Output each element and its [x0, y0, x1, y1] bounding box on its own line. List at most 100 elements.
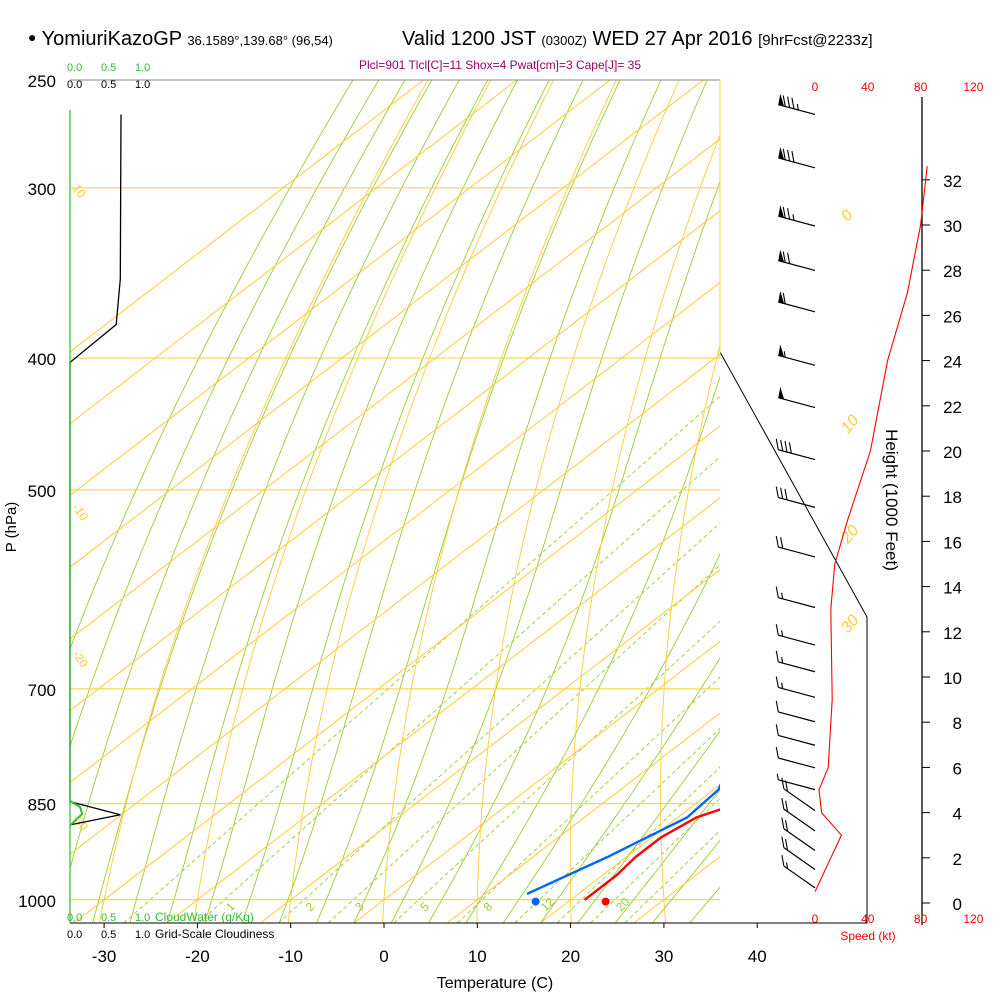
- temperature-tick-label: 40: [748, 947, 767, 966]
- isotherm: [70, 138, 720, 640]
- wind-barb: [778, 146, 816, 169]
- wind-barb: [775, 700, 816, 723]
- wind-barb-staff: [778, 449, 816, 461]
- cloud-water-profile: [69, 800, 84, 827]
- wind-barb-pennant: [778, 249, 785, 263]
- wind-barb: [781, 777, 816, 812]
- moist-adiabat: [502, 552, 720, 923]
- pressure-axis-title: P (hPa): [3, 502, 20, 553]
- station-name: YomiuriKazoGP: [41, 28, 182, 50]
- height-axis-title: Height (1000 Feet): [882, 429, 901, 571]
- wind-barb-flag: [782, 148, 786, 160]
- wind-barb-flag: [781, 777, 785, 789]
- wind-panel-boundary: [719, 351, 868, 924]
- wind-barb-flag: [775, 486, 779, 498]
- wind-barb-staff: [778, 397, 816, 409]
- mixing-ratio-label: 3: [352, 899, 367, 914]
- dry-adiabat: [994, 80, 1000, 923]
- wind-barb: [781, 797, 816, 832]
- wind-barb-half-flag: [781, 656, 784, 664]
- mixing-ratio-line: [556, 766, 720, 923]
- height-tick-label: 12: [943, 624, 962, 643]
- wind-barb-flag: [775, 746, 779, 759]
- valid-time: Valid 1200 JST: [402, 28, 536, 50]
- station-marker-icon: ●: [28, 29, 37, 45]
- mixing-ratio-label: 5: [417, 899, 432, 914]
- wind-barb-staff: [778, 779, 816, 791]
- moist-adiabat: [465, 375, 720, 923]
- speed-scale-bottom: 40: [861, 912, 875, 926]
- cloud-water-scale-top: 0.5: [101, 62, 116, 74]
- isotherm: [70, 210, 720, 712]
- wind-barb-flag: [781, 797, 785, 810]
- wind-barb-staff: [778, 215, 816, 227]
- pressure-tick-label: 700: [28, 681, 56, 700]
- height-tick-label: 20: [943, 443, 962, 462]
- wind-barb-flag: [780, 537, 784, 549]
- wind-barb-flag: [785, 800, 789, 812]
- surface-temperature-marker: [601, 897, 610, 906]
- dry-adiabat-label: 10: [70, 182, 89, 201]
- wind-barb-flag: [780, 439, 784, 451]
- wind-barb: [778, 205, 816, 227]
- wind-barb-staff: [778, 597, 816, 609]
- cloudiness-scale-top: 1.0: [135, 79, 150, 91]
- cloudiness-title: Grid-Scale Cloudiness: [155, 927, 274, 941]
- moist-adiabat: [316, 80, 621, 923]
- wind-barb-flag: [775, 438, 779, 450]
- dry-adiabat: [660, 343, 720, 923]
- dry-adiabat-label: -10: [70, 501, 92, 524]
- wind-barb-flag: [784, 488, 788, 500]
- mixing-ratio-line: [198, 456, 720, 923]
- wind-barb-flag: [775, 624, 779, 636]
- dry-adiabat-label: -20: [70, 648, 92, 671]
- moist-adiabat: [70, 80, 354, 651]
- wind-barb-staff: [783, 808, 816, 832]
- height-tick-label: 6: [953, 759, 962, 778]
- wind-barb-staff: [783, 865, 816, 889]
- wind-barb-flag: [791, 97, 795, 109]
- wind-barb: [778, 344, 816, 366]
- valid-date: WED 27 Apr 2016: [592, 28, 753, 50]
- side-panels: 0.00.00.00.00.50.50.50.51.01.01.01.00246…: [67, 62, 984, 941]
- height-tick-label: 24: [943, 353, 962, 372]
- mixing-ratio-line: [278, 522, 720, 923]
- isotherm: [820, 80, 1000, 923]
- isotherm-label: 10: [838, 412, 863, 437]
- moist-adiabat: [92, 80, 433, 923]
- wind-barb-pennant: [778, 93, 785, 107]
- moist-adiabat: [204, 80, 518, 923]
- wind-barb-half-flag: [776, 773, 779, 780]
- wind-barb-flag: [775, 535, 779, 548]
- moist-adiabat: [166, 80, 489, 923]
- dry-adiabat: [99, 80, 429, 923]
- wind-barb-flag: [781, 854, 785, 867]
- wind-barb-staff: [778, 734, 816, 746]
- height-tick-label: 30: [943, 217, 962, 236]
- wind-barb-flag: [787, 149, 791, 162]
- speed-scale-top: 80: [914, 80, 928, 94]
- wind-barb-staff: [778, 661, 816, 673]
- isotherm: [353, 640, 720, 923]
- dry-adiabat: [287, 80, 554, 923]
- valid-utc: (0300Z): [541, 33, 587, 48]
- height-tick-label: 8: [953, 714, 962, 733]
- isotherm: [260, 568, 720, 923]
- mixing-ratio-label: 2: [303, 899, 318, 914]
- pressure-tick-label: 300: [28, 180, 56, 199]
- cloud-water-scale-bottom: 0.0: [67, 912, 82, 924]
- dry-adiabat: [382, 80, 617, 923]
- moist-adiabat: [70, 80, 406, 871]
- isotherm: [70, 80, 424, 353]
- wind-barb-staff: [778, 546, 816, 558]
- wind-barb: [778, 386, 816, 409]
- height-tick-label: 14: [943, 579, 962, 598]
- temperature-tick-label: 10: [468, 947, 487, 966]
- speed-axis-title: Speed (kt): [840, 929, 895, 943]
- wind-barb: [781, 854, 816, 889]
- dry-adiabat: [193, 80, 492, 923]
- wind-barb-staff: [778, 354, 816, 366]
- wind-barb: [781, 817, 816, 851]
- speed-scale-bottom: 0: [812, 912, 819, 926]
